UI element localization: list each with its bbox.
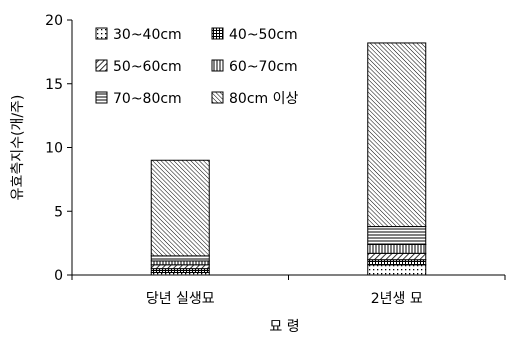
axes <box>67 19 506 280</box>
bar-segment <box>367 252 427 261</box>
bar-segment <box>150 159 210 257</box>
legend-swatch <box>95 59 108 72</box>
x-category-label: 2년생 묘 <box>371 291 423 307</box>
y-tick-label: 10 <box>45 141 63 157</box>
bar-segment <box>367 243 427 254</box>
legend-swatch <box>211 27 224 40</box>
y-tick-label: 0 <box>54 268 63 284</box>
bars <box>150 42 427 276</box>
legend-label: 70~80cm <box>113 91 182 107</box>
bar-segment <box>150 264 210 270</box>
bar-segment <box>150 268 210 273</box>
labels: 0 5 10 15 20 당년 실생묘 2년생 묘묘 령 유효측지수(개/주) <box>10 13 423 335</box>
x-category-label: 당년 실생묘 <box>146 291 215 307</box>
bar-segment <box>150 260 210 266</box>
y-axis-title: 유효측지수(개/주) <box>10 95 26 201</box>
legend-label: 80cm 이상 <box>229 91 298 107</box>
legend-label: 60~70cm <box>229 59 298 75</box>
y-tick-label: 15 <box>45 77 63 93</box>
legend-swatch <box>211 91 224 104</box>
x-axis-title: 묘 령 <box>269 319 299 335</box>
legend: 30~40cm 40~50cm 50~60cm 60~70cm 70~80cm 80cm … <box>95 27 298 107</box>
bar-segment <box>150 255 210 262</box>
y-tick-label: 5 <box>54 204 63 220</box>
legend-label: 30~40cm <box>113 27 182 43</box>
legend-swatch <box>95 91 108 104</box>
legend-label: 50~60cm <box>113 59 182 75</box>
legend-label: 40~50cm <box>229 27 298 43</box>
legend-swatch <box>211 59 224 72</box>
y-tick-label: 20 <box>45 13 63 29</box>
bar-segment <box>367 259 427 266</box>
bar-segment <box>367 226 427 245</box>
bar-segment <box>367 42 427 228</box>
bar-segment <box>367 264 427 276</box>
legend-swatch <box>95 27 108 40</box>
